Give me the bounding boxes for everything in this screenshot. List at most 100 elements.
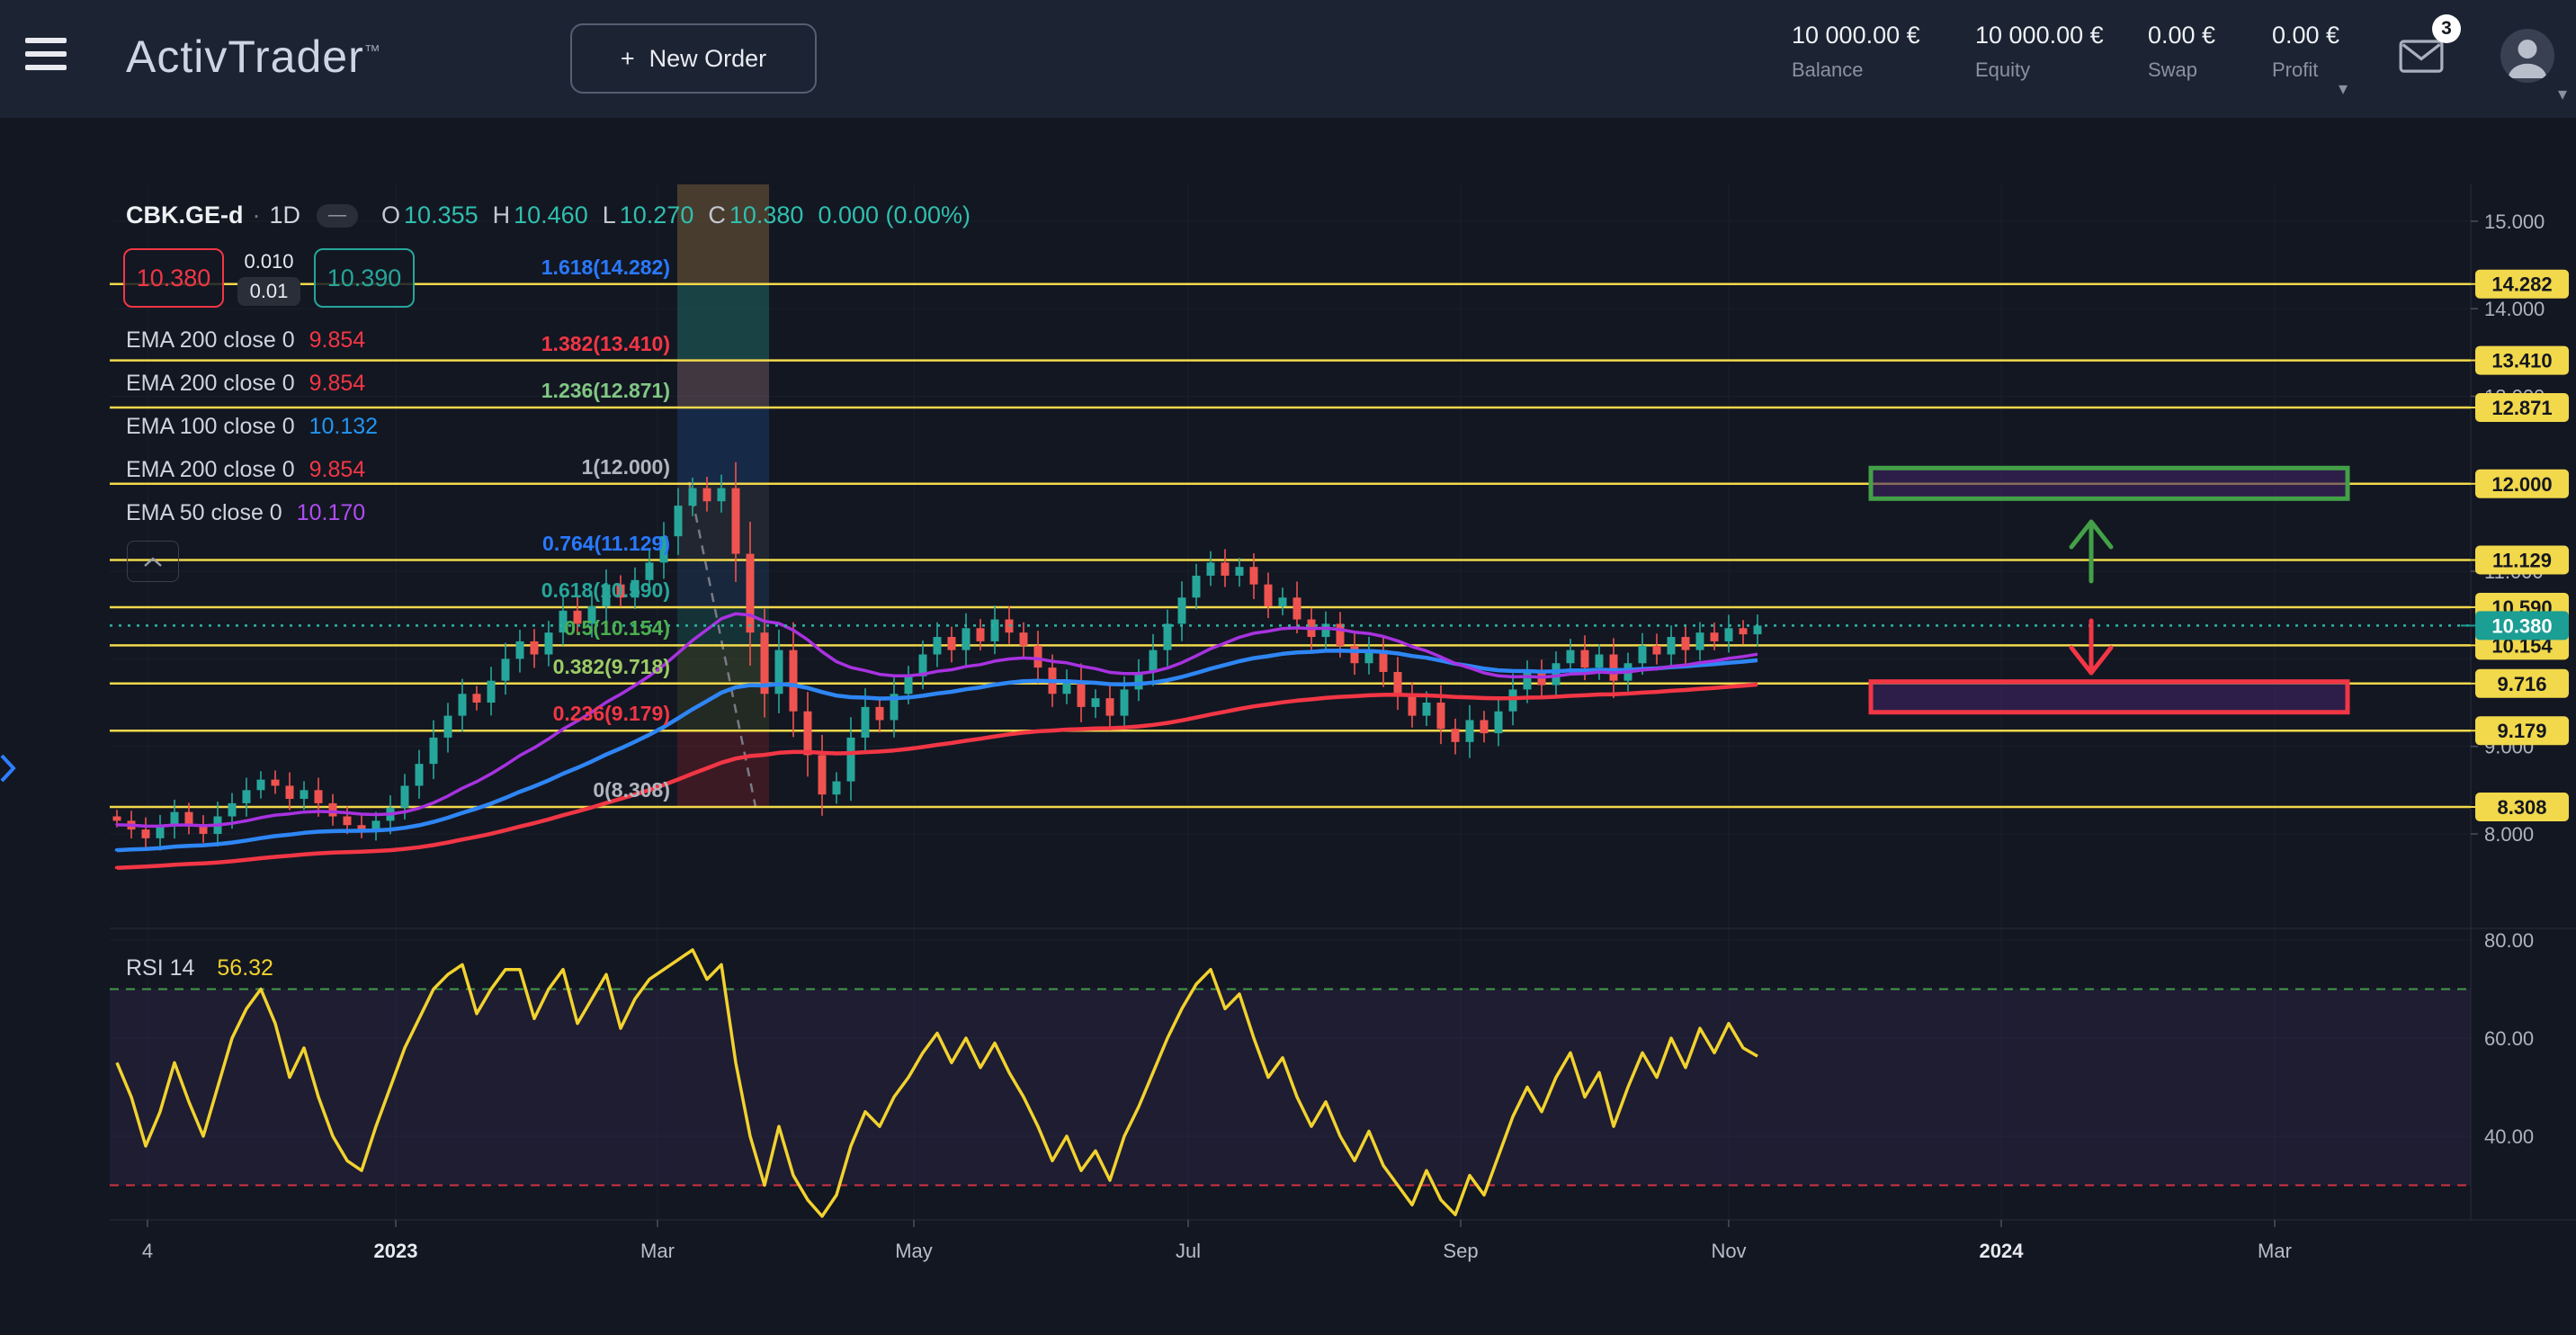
indicator-row[interactable]: EMA 100 close 0 10.132 (126, 413, 379, 439)
fib-level-label: 1.618(14.282) (541, 255, 670, 279)
sell-price-button[interactable]: 10.380 (123, 248, 224, 308)
spread-pill: 0.01 (237, 277, 301, 306)
mail-button[interactable] (2396, 34, 2446, 77)
swap-value: 0.00 € (2148, 22, 2216, 49)
legend-visibility-toggle[interactable]: — (317, 203, 359, 228)
price-axis-tick: 14.000 (2484, 298, 2545, 320)
chevron-up-icon (144, 557, 162, 567)
time-axis-label[interactable]: 4 (142, 1240, 153, 1262)
fib-level-label: 0.764(11.129) (542, 531, 670, 555)
time-axis-label[interactable]: Nov (1711, 1240, 1746, 1262)
fib-level-label: 0.618(10.590) (541, 578, 670, 602)
rsi-axis-tick: 40.00 (2484, 1125, 2534, 1148)
indicator-row[interactable]: EMA 200 close 0 9.854 (126, 327, 366, 353)
svg-text:13.410: 13.410 (2491, 350, 2552, 372)
price-axis-label (2461, 345, 2569, 375)
app-header: ActivTrader™ + New Order 10 000.00 € Bal… (0, 0, 2576, 119)
supply-target-box[interactable] (1868, 465, 2350, 501)
time-axis-label[interactable]: 2024 (1980, 1240, 2025, 1262)
rsi-line (115, 948, 1758, 1218)
avatar[interactable] (2500, 29, 2554, 83)
price-axis-label (2461, 469, 2569, 498)
legend-collapse-button[interactable] (127, 541, 179, 582)
buy-price-button[interactable]: 10.390 (314, 248, 415, 308)
high-value: 10.460 (514, 202, 588, 228)
rsi-axis-tick: 60.00 (2484, 1027, 2534, 1050)
price-axis-label (2461, 668, 2569, 698)
balance-metric: 10 000.00 € Balance (1792, 22, 1920, 82)
legend-interval: 1D (269, 202, 301, 228)
time-axis-label[interactable]: Mar (640, 1240, 675, 1262)
account-metrics-dropdown[interactable]: ▾ (2339, 79, 2348, 99)
quote-widget: 10.380 0.010 0.01 10.390 (123, 248, 415, 308)
fib-level-label: 0.5(10.154) (564, 616, 670, 641)
up-arrow[interactable] (2069, 519, 2114, 550)
price-axis-label (2461, 611, 2569, 641)
balance-label: Balance (1792, 58, 1864, 81)
svg-text:12.871: 12.871 (2491, 397, 2552, 419)
mail-badge: 3 (2432, 14, 2461, 43)
spread-display: 0.010 0.01 (224, 248, 314, 308)
svg-text:8.308: 8.308 (2497, 796, 2546, 819)
fib-level-label: 0(8.308) (593, 777, 670, 802)
price-axis-label (2461, 393, 2569, 423)
price-axis-label (2461, 792, 2569, 821)
price-axis-label (2461, 545, 2569, 575)
profit-metric: 0.00 € Profit (2272, 22, 2339, 82)
rsi-axis-tick: 80.00 (2484, 929, 2534, 952)
hamburger-icon (25, 38, 67, 43)
svg-text:9.179: 9.179 (2497, 720, 2546, 742)
indicator-row[interactable]: EMA 50 close 0 10.170 (126, 499, 366, 525)
price-axis-tick: 15.000 (2484, 211, 2545, 233)
indicator-row[interactable]: EMA 200 close 0 9.854 (126, 456, 366, 482)
profit-value: 0.00 € (2272, 22, 2340, 49)
change-value: 0.000 (0.00%) (818, 202, 971, 228)
user-icon (2508, 40, 2547, 78)
svg-text:10.380: 10.380 (2491, 614, 2552, 637)
hamburger-menu-button[interactable] (25, 38, 67, 76)
chart-legend: CBK.GE-d · 1D — O 10.355 H 10.460 L 10.270 … (126, 202, 971, 228)
trademark-symbol: ™ (363, 41, 381, 60)
low-value: 10.270 (619, 202, 694, 228)
time-axis-label[interactable]: May (895, 1240, 933, 1262)
fib-level-label: 0.382(9.718) (552, 654, 670, 678)
app-logo: ActivTrader™ (126, 31, 381, 82)
new-order-button[interactable]: + New Order (570, 23, 817, 94)
spread-value: 0.010 (244, 250, 294, 273)
time-axis-label[interactable]: Mar (2258, 1240, 2292, 1262)
down-arrow[interactable] (2069, 645, 2114, 676)
svg-text:12.000: 12.000 (2491, 473, 2552, 496)
swap-label: Swap (2148, 58, 2198, 81)
demand-target-box[interactable] (1868, 679, 2350, 715)
time-axis-label[interactable]: 2023 (374, 1240, 418, 1262)
price-axis-tick: 8.000 (2484, 823, 2534, 846)
fib-level-label: 1.236(12.871) (541, 379, 670, 403)
watchlist-expand-chevron[interactable] (0, 748, 18, 788)
envelope-icon (2399, 40, 2444, 73)
fib-level-label: 0.236(9.179) (552, 702, 670, 726)
time-axis-label[interactable]: Sep (1443, 1240, 1478, 1262)
close-value: 10.380 (729, 202, 804, 228)
avatar-dropdown[interactable]: ▾ (2558, 85, 2568, 104)
equity-label: Equity (1975, 58, 2031, 81)
svg-text:14.282: 14.282 (2491, 273, 2552, 296)
svg-text:9.716: 9.716 (2497, 673, 2546, 695)
profit-label: Profit (2272, 58, 2319, 81)
rsi-value: 56.32 (217, 955, 273, 981)
fib-level-label: 1(12.000) (581, 454, 670, 479)
equity-metric: 10 000.00 € Equity (1975, 22, 2104, 82)
svg-text:11.129: 11.129 (2492, 550, 2552, 572)
plus-icon: + (620, 44, 635, 72)
price-axis-label (2461, 716, 2569, 746)
price-axis-label (2461, 269, 2569, 299)
equity-value: 10 000.00 € (1975, 22, 2104, 49)
swap-metric: 0.00 € Swap (2148, 22, 2215, 82)
indicator-row[interactable]: EMA 200 close 0 9.854 (126, 370, 366, 396)
rsi-legend[interactable]: RSI 14 56.32 (126, 955, 273, 981)
fib-level-label: 1.382(13.410) (541, 331, 670, 355)
balance-value: 10 000.00 € (1792, 22, 1920, 49)
time-axis-label[interactable]: Jul (1176, 1240, 1201, 1262)
legend-symbol[interactable]: CBK.GE-d (126, 202, 244, 228)
